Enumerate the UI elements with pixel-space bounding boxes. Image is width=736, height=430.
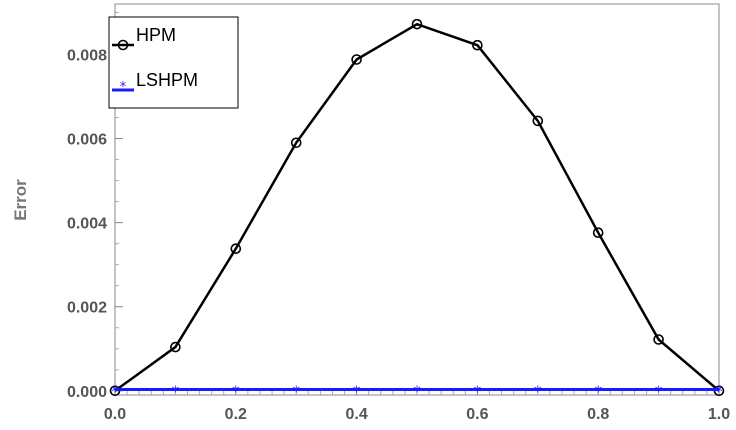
- x-tick-label: 0.6: [466, 406, 488, 423]
- lshpm-legend-label: LSHPM: [136, 70, 198, 90]
- hpm-point: [472, 39, 483, 51]
- x-tick-label: 0.2: [225, 406, 247, 423]
- hpm-line: [114, 22, 720, 392]
- lshpm-point: *: [655, 383, 663, 401]
- x-tick-label: 0.4: [345, 406, 367, 423]
- hpm-point: [592, 227, 604, 239]
- lshpm-point: *: [715, 383, 723, 401]
- hpm-point: [290, 137, 302, 149]
- y-tick-label: 0.004: [67, 216, 107, 233]
- lshpm-point: *: [594, 383, 602, 401]
- x-axis: 0.0 0.2 0.4 0.6 0.8 1.0: [104, 387, 730, 423]
- y-axis-title: Error: [11, 179, 30, 221]
- lshpm-point: *: [111, 383, 119, 401]
- x-tick-label: 0.0: [104, 406, 126, 423]
- x-tick-label: 0.8: [587, 406, 609, 423]
- y-tick-label: 0.002: [67, 300, 107, 317]
- hpm-point: [230, 243, 242, 254]
- hpm-point: [170, 341, 181, 353]
- hpm-point: [411, 18, 423, 30]
- hpm-legend-label: HPM: [136, 25, 176, 45]
- lshpm-point: *: [534, 383, 542, 401]
- hpm-legend-marker: [117, 39, 129, 51]
- series-layer: * * * * * * * * * * *: [109, 18, 725, 401]
- lshpm-point: *: [292, 383, 300, 401]
- hpm-point: [351, 54, 362, 65]
- lshpm-point: *: [353, 383, 361, 401]
- lshpm-legend-marker: *: [120, 80, 127, 95]
- x-tick-label: 1.0: [708, 406, 730, 423]
- lshpm-point: *: [172, 383, 180, 401]
- hpm-point: [532, 115, 544, 127]
- y-tick-label: 0.006: [67, 132, 107, 149]
- legend: HPM * LSHPM: [108, 16, 239, 109]
- hpm-point: [653, 334, 664, 345]
- y-tick-label: 0.000: [67, 384, 107, 401]
- y-tick-label: 0.008: [67, 47, 107, 64]
- legend-box: [108, 16, 239, 109]
- lshpm-point: *: [474, 383, 482, 401]
- lshpm-point: *: [232, 383, 240, 401]
- lshpm-point: *: [413, 383, 421, 401]
